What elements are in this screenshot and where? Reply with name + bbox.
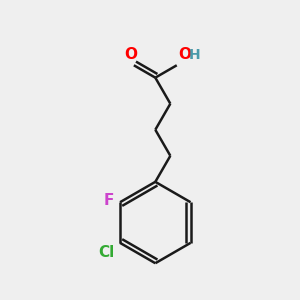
Text: O: O [178, 47, 191, 62]
Text: H: H [188, 48, 200, 62]
Text: Cl: Cl [98, 245, 115, 260]
Text: O: O [124, 47, 137, 62]
Text: F: F [103, 193, 114, 208]
